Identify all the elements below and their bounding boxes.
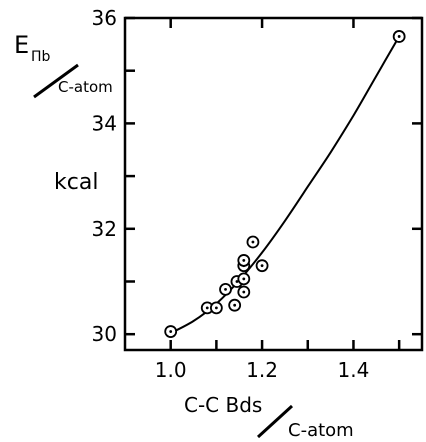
- xlabel-slash: [256, 404, 294, 439]
- point-dot: [169, 330, 173, 333]
- xtick-label: 1.0: [155, 358, 187, 382]
- data-point: [392, 30, 406, 43]
- ylabel-unit: kcal: [54, 170, 98, 195]
- data-point: [228, 298, 242, 312]
- point-dot: [260, 264, 264, 268]
- data-point: [237, 285, 251, 299]
- point-dot: [233, 303, 237, 307]
- point-dot: [242, 290, 246, 294]
- point-dot: [224, 287, 227, 291]
- point-dot: [397, 35, 401, 38]
- data-point: [237, 272, 251, 286]
- ylabel-denominator: C-atom: [58, 78, 113, 96]
- point-dot: [251, 240, 255, 244]
- ylabel-subscript: Πb: [31, 49, 51, 65]
- point-dot: [242, 259, 246, 262]
- data-point: [255, 259, 269, 273]
- tick-marks: [125, 16, 422, 350]
- point-dot: [205, 306, 209, 310]
- plot-border: [123, 16, 424, 352]
- ylabel-main: E: [14, 31, 29, 59]
- xtick-label: 1.2: [246, 358, 278, 382]
- fit-curve: [170, 35, 401, 334]
- data-point: [219, 282, 232, 296]
- data-point: [246, 235, 260, 249]
- xlabel-denominator: C-atom: [288, 420, 354, 441]
- point-dot: [235, 280, 239, 283]
- data-point: [237, 254, 251, 267]
- data-point: [209, 301, 223, 315]
- data-points: [164, 30, 406, 338]
- plot-frame: [123, 16, 424, 352]
- ylabel-slash: [33, 63, 79, 99]
- xlabel-main: C-C Bds: [184, 393, 262, 417]
- data-point: [164, 325, 178, 338]
- ytick-label: 32: [92, 217, 117, 241]
- ytick-label: 36: [92, 6, 117, 30]
- ytick-label: 34: [92, 111, 117, 135]
- tick-labels: 30 32 34 36 1.0 1.2 1.4: [92, 6, 370, 382]
- point-dot: [242, 277, 246, 281]
- ytick-label: 30: [92, 322, 117, 346]
- point-dot: [214, 306, 218, 310]
- xtick-label: 1.4: [338, 358, 370, 382]
